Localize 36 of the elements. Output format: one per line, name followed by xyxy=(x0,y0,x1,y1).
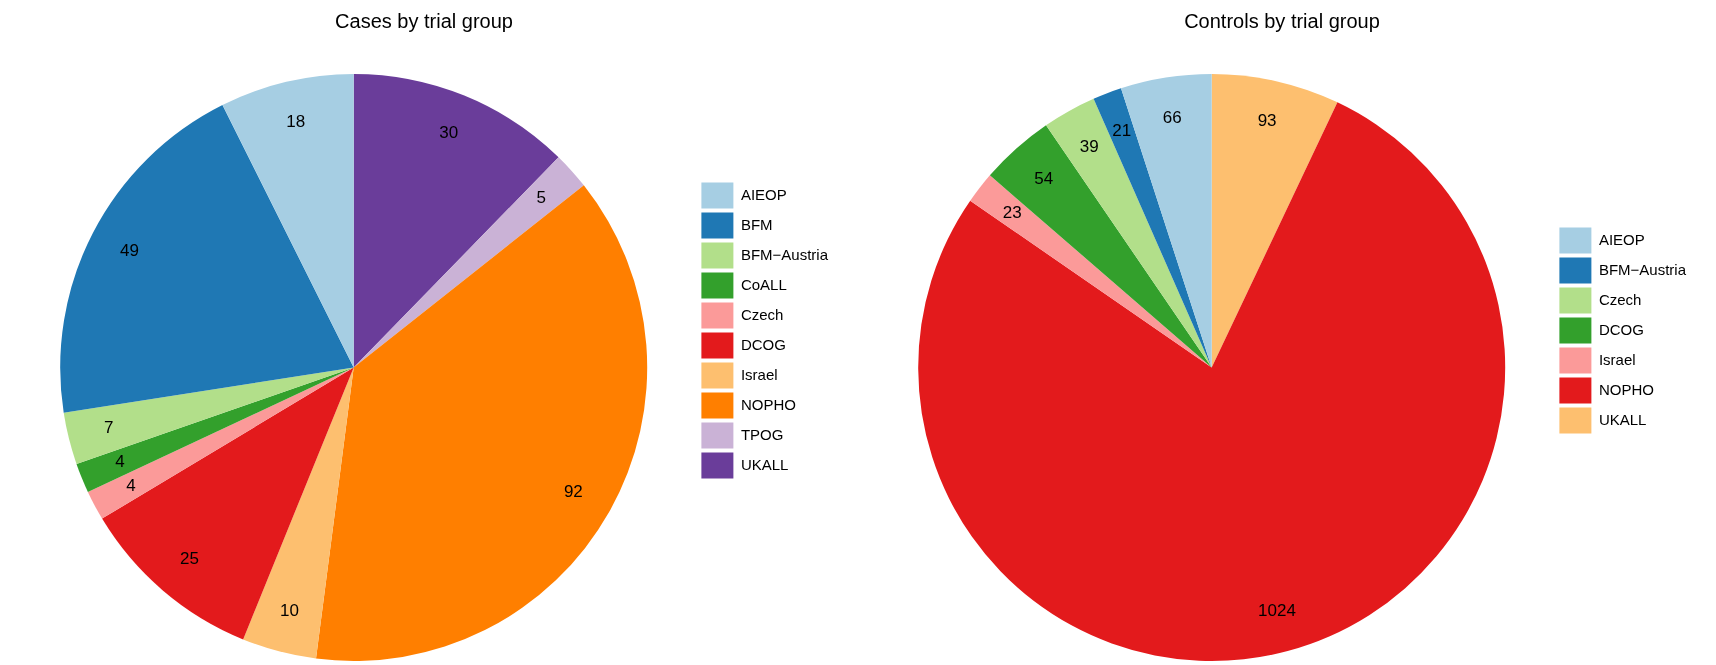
data-label: 39 xyxy=(1079,136,1099,156)
legend-label: CoALL xyxy=(740,275,787,293)
legend-label: NOPHO xyxy=(1598,380,1654,398)
data-label: 49 xyxy=(119,241,139,261)
legend-label: TPOG xyxy=(740,425,784,443)
chart-title: Cases by trial group xyxy=(335,9,513,32)
data-label: 18 xyxy=(286,111,306,131)
legend-label: AIEOP xyxy=(1598,230,1645,248)
data-label: 5 xyxy=(536,188,546,208)
legend-label: BFM−Austria xyxy=(1598,260,1687,278)
data-label: 7 xyxy=(104,418,114,438)
data-label: 30 xyxy=(439,123,459,143)
data-label: 4 xyxy=(115,452,125,472)
data-label: 25 xyxy=(180,548,199,568)
data-label: 21 xyxy=(1112,121,1132,141)
legend-label: Israel xyxy=(1598,350,1636,368)
legend-label: DCOG xyxy=(740,335,786,353)
data-label: 1024 xyxy=(1258,601,1296,620)
legend-label: DCOG xyxy=(1598,320,1644,338)
data-label: 92 xyxy=(563,481,583,501)
legend-label: BFM xyxy=(740,215,773,233)
chart-title: Controls by trial group xyxy=(1184,9,1380,32)
data-label: 54 xyxy=(1034,168,1054,188)
legend-label: UKALL xyxy=(1598,410,1647,428)
data-label: 4 xyxy=(126,475,136,495)
legend-label: Czech xyxy=(740,305,784,323)
legend-label: Czech xyxy=(1598,290,1642,308)
legend-label: UKALL xyxy=(740,455,789,473)
legend-label: Israel xyxy=(740,365,778,383)
data-label: 93 xyxy=(1257,110,1277,130)
legend-label: NOPHO xyxy=(740,395,796,413)
data-label: 66 xyxy=(1162,107,1182,127)
legend-label: BFM−Austria xyxy=(740,245,829,263)
data-label: 23 xyxy=(1002,202,1022,222)
data-label: 10 xyxy=(279,601,299,621)
legend-label: AIEOP xyxy=(740,185,787,203)
